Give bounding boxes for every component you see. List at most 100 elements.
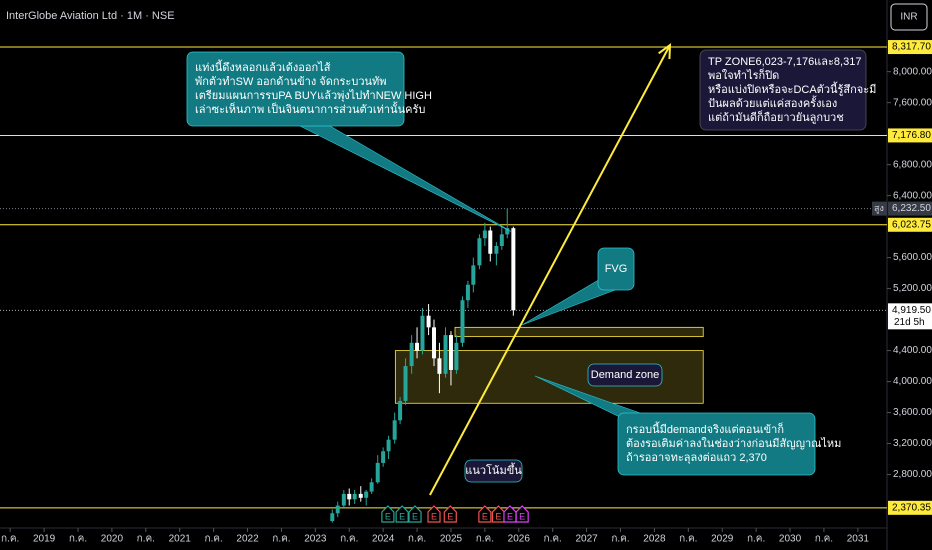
callout-box bbox=[587, 363, 663, 387]
callout-text: กรอบนี้มีdemandจริงแต่ตอนเข้าก็ bbox=[626, 421, 784, 436]
candle-body bbox=[454, 342, 459, 370]
x-tick-label: 2026 bbox=[508, 534, 531, 545]
currency-box[interactable] bbox=[890, 3, 928, 31]
x-tick-label: ก.ค. bbox=[340, 534, 358, 545]
callout-text: ถ้ารออาจทะลุลงต่อแถว 2,370 bbox=[626, 452, 767, 464]
candle-body bbox=[448, 335, 453, 370]
trend-line bbox=[429, 44, 671, 496]
candle-body bbox=[364, 491, 369, 498]
event-label: E bbox=[399, 511, 405, 521]
countdown: 21d 5h bbox=[894, 317, 925, 328]
y-tick-label: 2,800.00 bbox=[893, 469, 932, 480]
level-label-box bbox=[888, 128, 932, 143]
high-label-box bbox=[888, 201, 932, 216]
event-marker bbox=[443, 505, 457, 523]
candle-body bbox=[341, 493, 346, 506]
x-tick-label: 2028 bbox=[643, 534, 666, 545]
callout-text: ปันผลด้วยแต่แค่สองครั้งเอง bbox=[708, 95, 837, 110]
callout-box bbox=[186, 51, 405, 127]
x-tick-label: ก.ค. bbox=[137, 534, 155, 545]
callout-text: แต่ถ้ามันดีก็ถือยาวยันลูกบวช bbox=[708, 110, 844, 124]
y-tick-label: 6,400.00 bbox=[893, 190, 932, 201]
callout-text: พักตัวทำSW ออกด้านข้าง จัดกระบวนทัพ bbox=[195, 76, 387, 88]
x-tick-label: ก.ค. bbox=[544, 534, 562, 545]
event-marker bbox=[491, 505, 506, 523]
candle-body bbox=[426, 315, 431, 328]
x-tick-label: ก.ค. bbox=[204, 534, 222, 545]
candle-body bbox=[511, 228, 516, 311]
y-tick-label: 7,600.00 bbox=[893, 97, 932, 108]
high-tag: สูง bbox=[874, 203, 884, 214]
candle-body bbox=[443, 335, 448, 374]
callout-text: แนวโน้มขึ้น bbox=[465, 462, 522, 477]
candle-body bbox=[403, 366, 408, 401]
event-label: E bbox=[519, 511, 525, 521]
candle-body bbox=[392, 420, 397, 440]
last-price-box bbox=[888, 303, 932, 330]
event-label: E bbox=[385, 511, 391, 521]
x-tick-label: ก.ค. bbox=[815, 534, 833, 545]
event-marker bbox=[381, 505, 395, 523]
callout-box bbox=[597, 247, 635, 291]
level-label: 7,176.80 bbox=[892, 130, 931, 141]
event-marker bbox=[478, 505, 492, 523]
event-marker bbox=[408, 505, 422, 523]
axes: 2,800.00 3,200.00 3,600.00 4,000.00 4,400.00… bbox=[1, 40, 932, 545]
event-label: E bbox=[412, 511, 418, 521]
event-label: E bbox=[482, 511, 488, 521]
event-marker bbox=[395, 505, 409, 523]
x-tick-label: ก.ค. bbox=[679, 534, 697, 545]
trend-arrowhead bbox=[658, 42, 672, 60]
candle-body bbox=[369, 482, 374, 492]
callout-text: หรือแบ่งปิดหรือจะDCAตัวนี้รู้สึกจะมี bbox=[708, 81, 876, 96]
level-label: 2,370.35 bbox=[892, 502, 931, 513]
callouts: แท่งนี้ดึงหลอกแล้วเด้งออกไส้พักตัวทำSW อ… bbox=[186, 49, 876, 483]
callout-box bbox=[699, 49, 867, 131]
level-label-box bbox=[888, 500, 932, 515]
event-marker bbox=[515, 505, 529, 523]
candle-body bbox=[352, 493, 357, 500]
candle-body bbox=[358, 493, 363, 498]
callout-text: แท่งนี้ดึงหลอกแล้วเด้งออกไส้ bbox=[195, 59, 331, 74]
y-tick-label: 6,800.00 bbox=[893, 159, 932, 170]
plot-area bbox=[0, 42, 887, 523]
callout-text: พอใจทำไรก็ปิด bbox=[708, 68, 779, 82]
last-price-label: 4,919.50 bbox=[892, 305, 931, 316]
y-tick-label: 3,600.00 bbox=[893, 407, 932, 418]
candle-body bbox=[505, 228, 510, 235]
event-marker bbox=[503, 505, 517, 523]
level-label-box bbox=[888, 40, 932, 55]
candle-body bbox=[465, 284, 470, 301]
candle-body bbox=[499, 234, 504, 246]
candle-body bbox=[471, 265, 476, 285]
currency: INR bbox=[900, 12, 917, 23]
candle-body bbox=[420, 315, 425, 351]
x-tick-label: 2021 bbox=[169, 534, 192, 545]
callout-text: Demand zone bbox=[591, 369, 660, 381]
candle-body bbox=[347, 493, 352, 500]
callout-text: ต้องรอเติมค่าลงในช่องว่างก่อนมีสัญญาณไหม bbox=[626, 437, 841, 450]
candle-body bbox=[375, 462, 380, 483]
event-label: E bbox=[507, 511, 513, 521]
candle-body bbox=[386, 439, 391, 452]
event-label: E bbox=[431, 511, 437, 521]
x-tick-label: ก.ค. bbox=[1, 534, 19, 545]
y-tick-label: 5,600.00 bbox=[893, 252, 932, 263]
candle-body bbox=[437, 358, 442, 374]
callout-text: เตรียมแผนการรบPA BUYแล้วพุ่งไปทำNEW HIGH bbox=[195, 89, 432, 102]
x-tick-label: ก.ค. bbox=[747, 534, 765, 545]
callout-text: TP ZONE6,023-7,176และ8,317 bbox=[708, 56, 861, 68]
candle-body bbox=[482, 230, 487, 239]
x-tick-label: 2029 bbox=[711, 534, 734, 545]
callout-box bbox=[464, 459, 523, 483]
y-tick-label: 4,000.00 bbox=[893, 376, 932, 387]
x-tick-label: 2024 bbox=[372, 534, 395, 545]
candle-body bbox=[432, 327, 437, 359]
callout-text: FVG bbox=[605, 263, 628, 275]
y-tick-label: 8,000.00 bbox=[893, 66, 932, 77]
x-tick-label: 2019 bbox=[33, 534, 56, 545]
x-tick-label: ก.ค. bbox=[408, 534, 426, 545]
y-tick-label: 4,400.00 bbox=[893, 345, 932, 356]
